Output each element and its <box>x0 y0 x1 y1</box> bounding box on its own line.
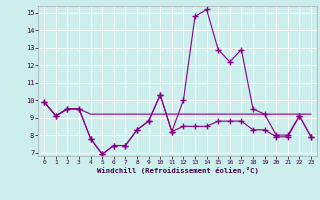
X-axis label: Windchill (Refroidissement éolien,°C): Windchill (Refroidissement éolien,°C) <box>97 167 259 174</box>
